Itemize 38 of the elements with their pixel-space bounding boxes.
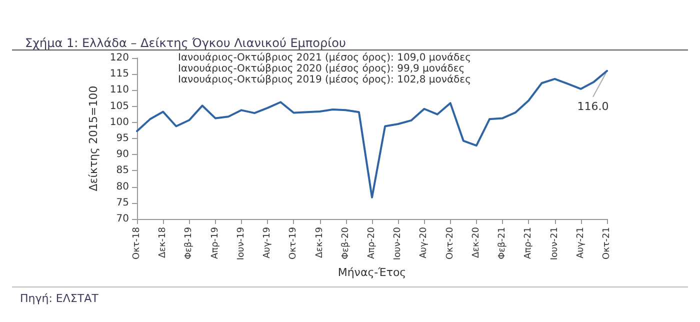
y-tick-label: 115 xyxy=(110,68,129,80)
x-tick-label: Δεκ-18 xyxy=(158,226,168,258)
x-tick-label: Απρ-20 xyxy=(367,226,377,259)
x-tick-label: Αυγ-21 xyxy=(576,227,586,258)
x-tick-label: Απρ-21 xyxy=(524,227,534,259)
x-tick-label: Οκτ-21 xyxy=(602,227,612,260)
x-tick-label: Αυγ-19 xyxy=(262,226,273,258)
y-tick-label: 110 xyxy=(110,84,129,96)
x-tick-label: Ιουν-19 xyxy=(236,226,246,260)
y-tick-label: 90 xyxy=(116,149,129,160)
x-tick-label: Δεκ-20 xyxy=(471,226,482,258)
y-tick-label: 85 xyxy=(116,165,129,176)
x-tick-label: Ιουν-21 xyxy=(550,227,560,260)
x-tick-label: Απρ-19 xyxy=(210,226,220,259)
annotation: Ιανουάριος-Οκτώβριος 2021 (μέσος όρος): 109,0 μονάδες xyxy=(178,52,471,64)
annotation: Ιανουάριος-Οκτώβριος 2020 (μέσος όρος): 99,9 μονάδες xyxy=(178,64,465,74)
y-tick-label: 100 xyxy=(110,116,129,128)
x-tick-label: Ιουν-20 xyxy=(393,226,404,260)
x-axis-title: Μήνας-Έτος xyxy=(338,266,406,279)
y-tick-label: 95 xyxy=(116,133,129,144)
x-tick-label: Αυγ-20 xyxy=(419,226,430,258)
x-tick-label: Οκτ-18 xyxy=(132,226,142,260)
text: Πηγή: ΕΛΣΤΑΤ xyxy=(20,292,99,305)
annotation: 116.0 xyxy=(577,100,609,113)
y-tick-label: 75 xyxy=(116,197,129,208)
y-tick-label: 70 xyxy=(116,214,129,224)
x-tick-label: Οκτ-19 xyxy=(288,226,299,260)
chart-title: Σχήμα 1: Ελλάδα – Δείκτης Όγκου Λιανικού Εμπορίου xyxy=(25,36,346,50)
x-tick-label: Δεκ-19 xyxy=(314,226,325,258)
annotation: Ιανουάριος-Οκτώβριος 2019 (μέσος όρος): 102,8 μονάδες xyxy=(178,74,471,86)
y-axis-title: Δείκτης 2015=100 xyxy=(87,86,100,192)
y-tick-label: 105 xyxy=(110,100,129,112)
x-tick-label: Φεβ-21 xyxy=(498,227,508,260)
x-tick-label: Οκτ-20 xyxy=(445,226,456,260)
x-tick-label: Φεβ-19 xyxy=(184,226,194,260)
x-tick-label: Φεβ-20 xyxy=(340,226,351,260)
y-tick-label: 80 xyxy=(116,181,129,192)
y-tick-label: 120 xyxy=(110,52,129,64)
